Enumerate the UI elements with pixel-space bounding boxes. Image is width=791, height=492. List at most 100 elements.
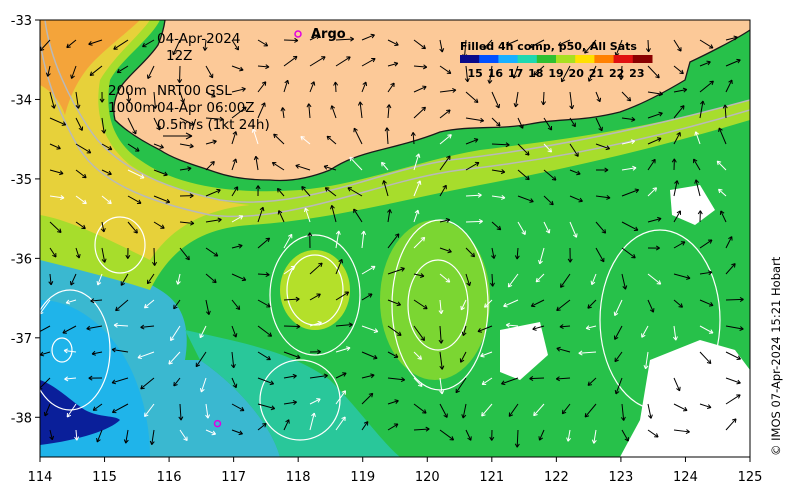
current-vector-head — [731, 263, 736, 268]
current-vector — [96, 429, 103, 443]
current-vector-head — [234, 45, 239, 51]
current-vector-head — [394, 41, 399, 46]
current-vector — [199, 325, 207, 338]
current-vector-head — [447, 248, 452, 254]
current-vector-head — [146, 279, 152, 285]
current-vector — [503, 299, 519, 307]
current-vector — [673, 351, 678, 364]
current-vector-head — [265, 64, 270, 70]
current-vector-head — [467, 436, 472, 441]
current-vector-head — [631, 116, 636, 122]
current-vector — [62, 325, 77, 334]
current-vector-head — [706, 60, 711, 66]
current-vector-head — [135, 147, 140, 152]
current-vector-head — [370, 33, 375, 39]
current-vector-head — [538, 259, 543, 265]
current-vector — [561, 65, 571, 83]
current-vector — [614, 351, 623, 362]
current-vector-head — [655, 73, 660, 79]
current-vector — [257, 81, 267, 93]
colorbar-tick-label: 23 — [629, 67, 644, 80]
current-vector — [49, 429, 53, 440]
current-vector — [205, 403, 209, 419]
current-vector-head — [88, 375, 93, 381]
current-vector-head — [111, 408, 117, 414]
current-vector — [283, 375, 297, 379]
current-vector — [439, 155, 451, 171]
current-vector — [543, 143, 552, 153]
current-vector-head — [694, 131, 700, 136]
current-vector — [127, 143, 140, 152]
current-vector — [231, 158, 237, 171]
current-vector — [335, 259, 343, 275]
current-vector — [695, 131, 701, 145]
current-vector — [231, 106, 247, 119]
current-vector-head — [232, 131, 238, 136]
current-vector — [283, 298, 300, 301]
current-vector — [529, 377, 545, 380]
current-vector — [491, 247, 495, 259]
current-vector-head — [658, 91, 663, 97]
current-vector-head — [716, 160, 722, 166]
current-vector-head — [694, 179, 700, 184]
current-vector — [463, 39, 467, 58]
current-vector — [673, 299, 683, 308]
current-vector-head — [78, 126, 84, 131]
colorbar-segment — [517, 55, 538, 63]
current-vector-head — [271, 161, 277, 167]
current-vector-head — [641, 333, 646, 338]
depth-label-200: 200m — [108, 83, 147, 99]
current-vector-head — [649, 308, 655, 313]
current-vector — [361, 81, 367, 93]
x-tick-label: 121 — [479, 470, 504, 485]
current-vector — [465, 138, 479, 145]
current-vector-head — [656, 137, 662, 142]
colorbar-segment — [536, 55, 557, 63]
current-vector-head — [273, 133, 278, 139]
current-vector — [383, 180, 389, 197]
y-tick-label: -34 — [11, 93, 32, 108]
current-vector-head — [533, 71, 538, 76]
current-vector-head — [447, 134, 452, 139]
current-vector — [66, 39, 77, 48]
current-vector — [491, 117, 501, 127]
colorbar-segment — [632, 55, 653, 63]
current-vector-head — [51, 104, 56, 109]
current-vector-head — [270, 405, 276, 411]
current-vector — [621, 273, 627, 290]
current-vector — [283, 265, 296, 275]
current-vector — [647, 159, 656, 171]
current-vector-head — [422, 409, 427, 414]
current-vector-head — [232, 333, 238, 338]
current-vector — [347, 187, 363, 197]
current-vector — [725, 418, 737, 431]
current-vector-head — [569, 105, 575, 110]
current-vector-head — [173, 304, 178, 310]
current-vector-head — [503, 302, 508, 308]
cloud-gap-north — [670, 185, 715, 225]
current-vector-head — [452, 87, 457, 93]
current-vector — [412, 132, 415, 145]
current-vector — [484, 299, 493, 308]
current-vector-head — [396, 301, 401, 307]
current-vector-head — [142, 42, 147, 48]
current-vector-head — [656, 280, 662, 285]
current-vector-head — [706, 377, 712, 383]
current-vector — [231, 273, 247, 281]
current-vector-head — [491, 254, 496, 259]
current-vector — [539, 247, 545, 265]
current-vector — [621, 247, 636, 259]
current-vector — [326, 135, 337, 145]
current-vector — [533, 65, 545, 76]
current-vector — [387, 233, 400, 249]
current-vector — [144, 403, 155, 417]
argo-float-marker[interactable] — [213, 419, 222, 428]
current-vector-head — [199, 333, 204, 339]
current-vector — [257, 299, 271, 308]
current-vector — [334, 81, 337, 93]
current-vector-head — [307, 232, 313, 237]
current-vector — [543, 195, 554, 206]
current-vector — [205, 140, 217, 145]
current-vector — [615, 39, 623, 57]
current-vector-head — [123, 439, 129, 444]
